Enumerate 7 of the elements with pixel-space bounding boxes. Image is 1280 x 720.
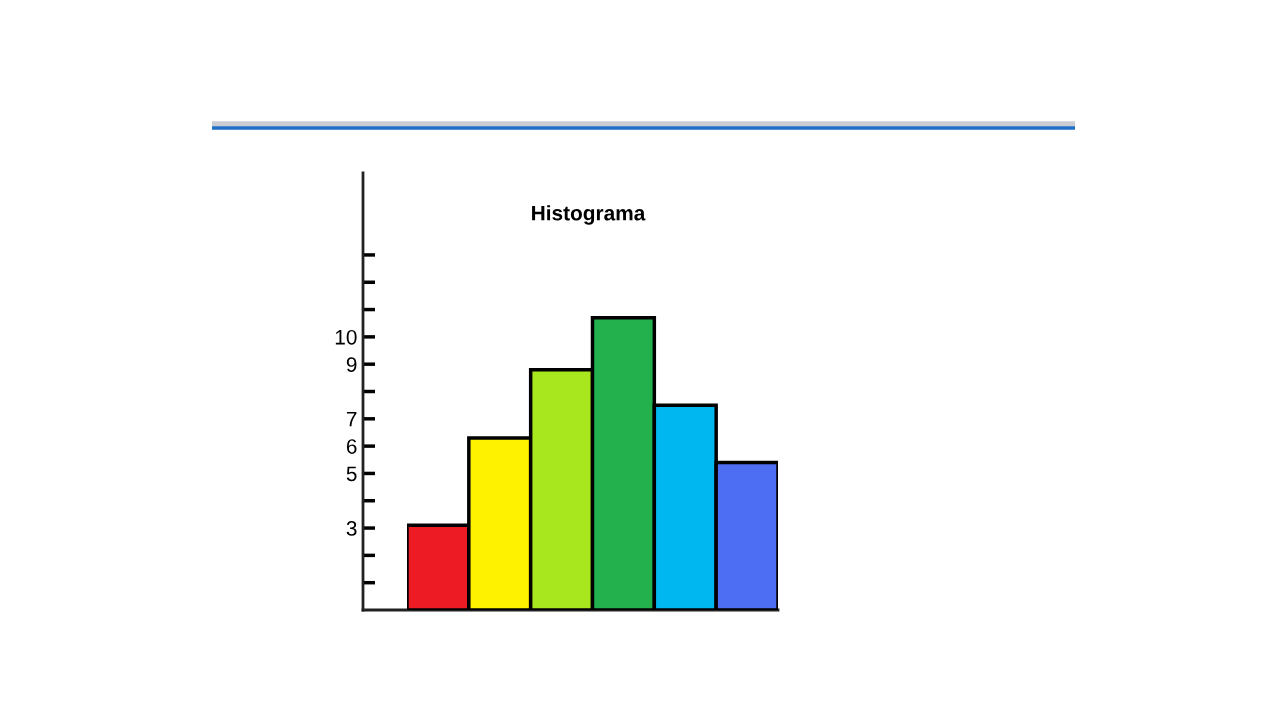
y-tick-label: 7: [346, 412, 357, 427]
y-tick-label: 6: [346, 439, 357, 454]
y-tick-label: 3: [346, 521, 357, 536]
y-tick-label: 10: [335, 329, 357, 345]
y-tick-label: 9: [346, 357, 357, 372]
text: Histograma: [532, 205, 646, 225]
y-tick-label: 5: [346, 466, 357, 482]
